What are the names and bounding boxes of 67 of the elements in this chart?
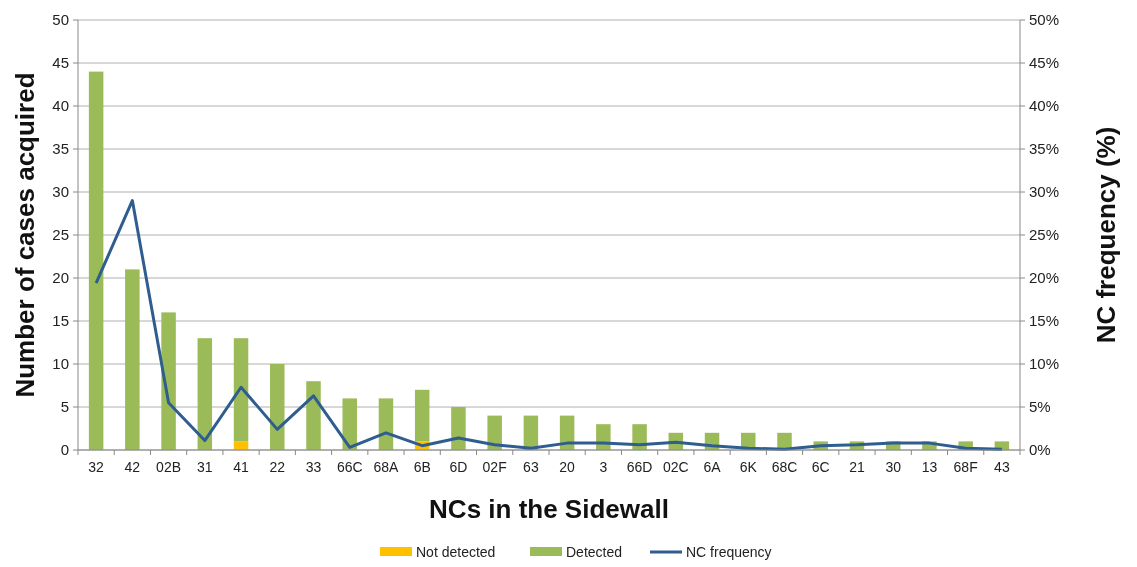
y2-tick-label: 10% [1029,355,1060,373]
x-tick-label: 13 [921,459,938,475]
bar [88,71,104,450]
bar [125,269,140,450]
y-axis-title: Number of cases acquired [10,72,40,398]
bar [451,407,466,450]
y-tick-label: 30 [52,183,69,201]
x-tick-label: 6A [703,459,722,475]
x-tick-label: 68C [771,459,798,475]
y2-axis-title: NC frequency (%) [1091,126,1121,344]
line-series [94,199,1004,451]
y2-tick-label: 5% [1029,398,1051,416]
bar [306,381,321,450]
x-tick-label: 33 [305,459,322,475]
x-tick-label: 68F [953,459,978,475]
x-tick-label: 6D [449,459,468,475]
y-tick-label: 35 [52,140,69,158]
legend-label: Not detected [416,543,496,560]
y2-tick-label: 20% [1029,269,1060,287]
x-tick-label: 41 [233,459,250,475]
x-tick-label: 63 [523,459,539,475]
x-tick-label: 30 [885,459,902,475]
x-tick-label: 02F [482,459,507,475]
y2-tick-label: 35% [1029,140,1060,158]
y-tick-label: 10 [52,355,69,373]
x-tick-label: 22 [269,459,286,475]
x-tick-label: 6K [739,459,758,475]
y2-tick-label: 25% [1029,226,1060,244]
bar [414,389,430,442]
bar [342,398,357,450]
x-tick-label: 68A [373,459,400,475]
x-tick-label: 20 [559,459,576,475]
y2-tick-label: 45% [1029,54,1060,72]
legend-label: Detected [566,543,623,560]
bar [197,338,213,450]
x-tick-label: 3 [599,459,608,475]
x-tick-label: 32 [88,459,105,475]
y-tick-label: 25 [52,226,69,244]
x-tick-label: 02B [156,459,182,475]
legend-label: NC frequency [686,543,772,560]
y-tick-label: 5 [60,398,69,416]
y2-tick-label: 15% [1029,312,1060,330]
bar [270,364,285,450]
x-tick-label: 6B [413,459,431,475]
bar [161,312,176,450]
x-tick-label: 66C [336,459,363,475]
bar [233,441,249,450]
y-tick-label: 40 [52,97,69,115]
y-tick-label: 0 [60,441,69,459]
y-tick-label: 15 [52,312,69,330]
y-tick-label: 50 [52,11,69,29]
y2-tick-label: 0% [1029,441,1051,459]
y2-tick-label: 50% [1029,11,1060,29]
bar [233,338,249,442]
y2-tick-label: 40% [1029,97,1060,115]
x-axis-title: NCs in the Sidewall [429,494,669,524]
x-tick-label: 02C [662,459,689,475]
y-tick-label: 20 [52,269,69,287]
bar [487,415,502,450]
x-tick-label: 6C [811,459,830,475]
x-tick-label: 66D [626,459,653,475]
x-tick-label: 43 [994,459,1010,475]
x-tick-label: 42 [124,459,141,475]
y2-tick-label: 30% [1029,183,1060,201]
x-tick-label: 31 [197,459,213,475]
x-tick-label: 21 [849,459,865,475]
y-tick-label: 45 [52,54,69,72]
